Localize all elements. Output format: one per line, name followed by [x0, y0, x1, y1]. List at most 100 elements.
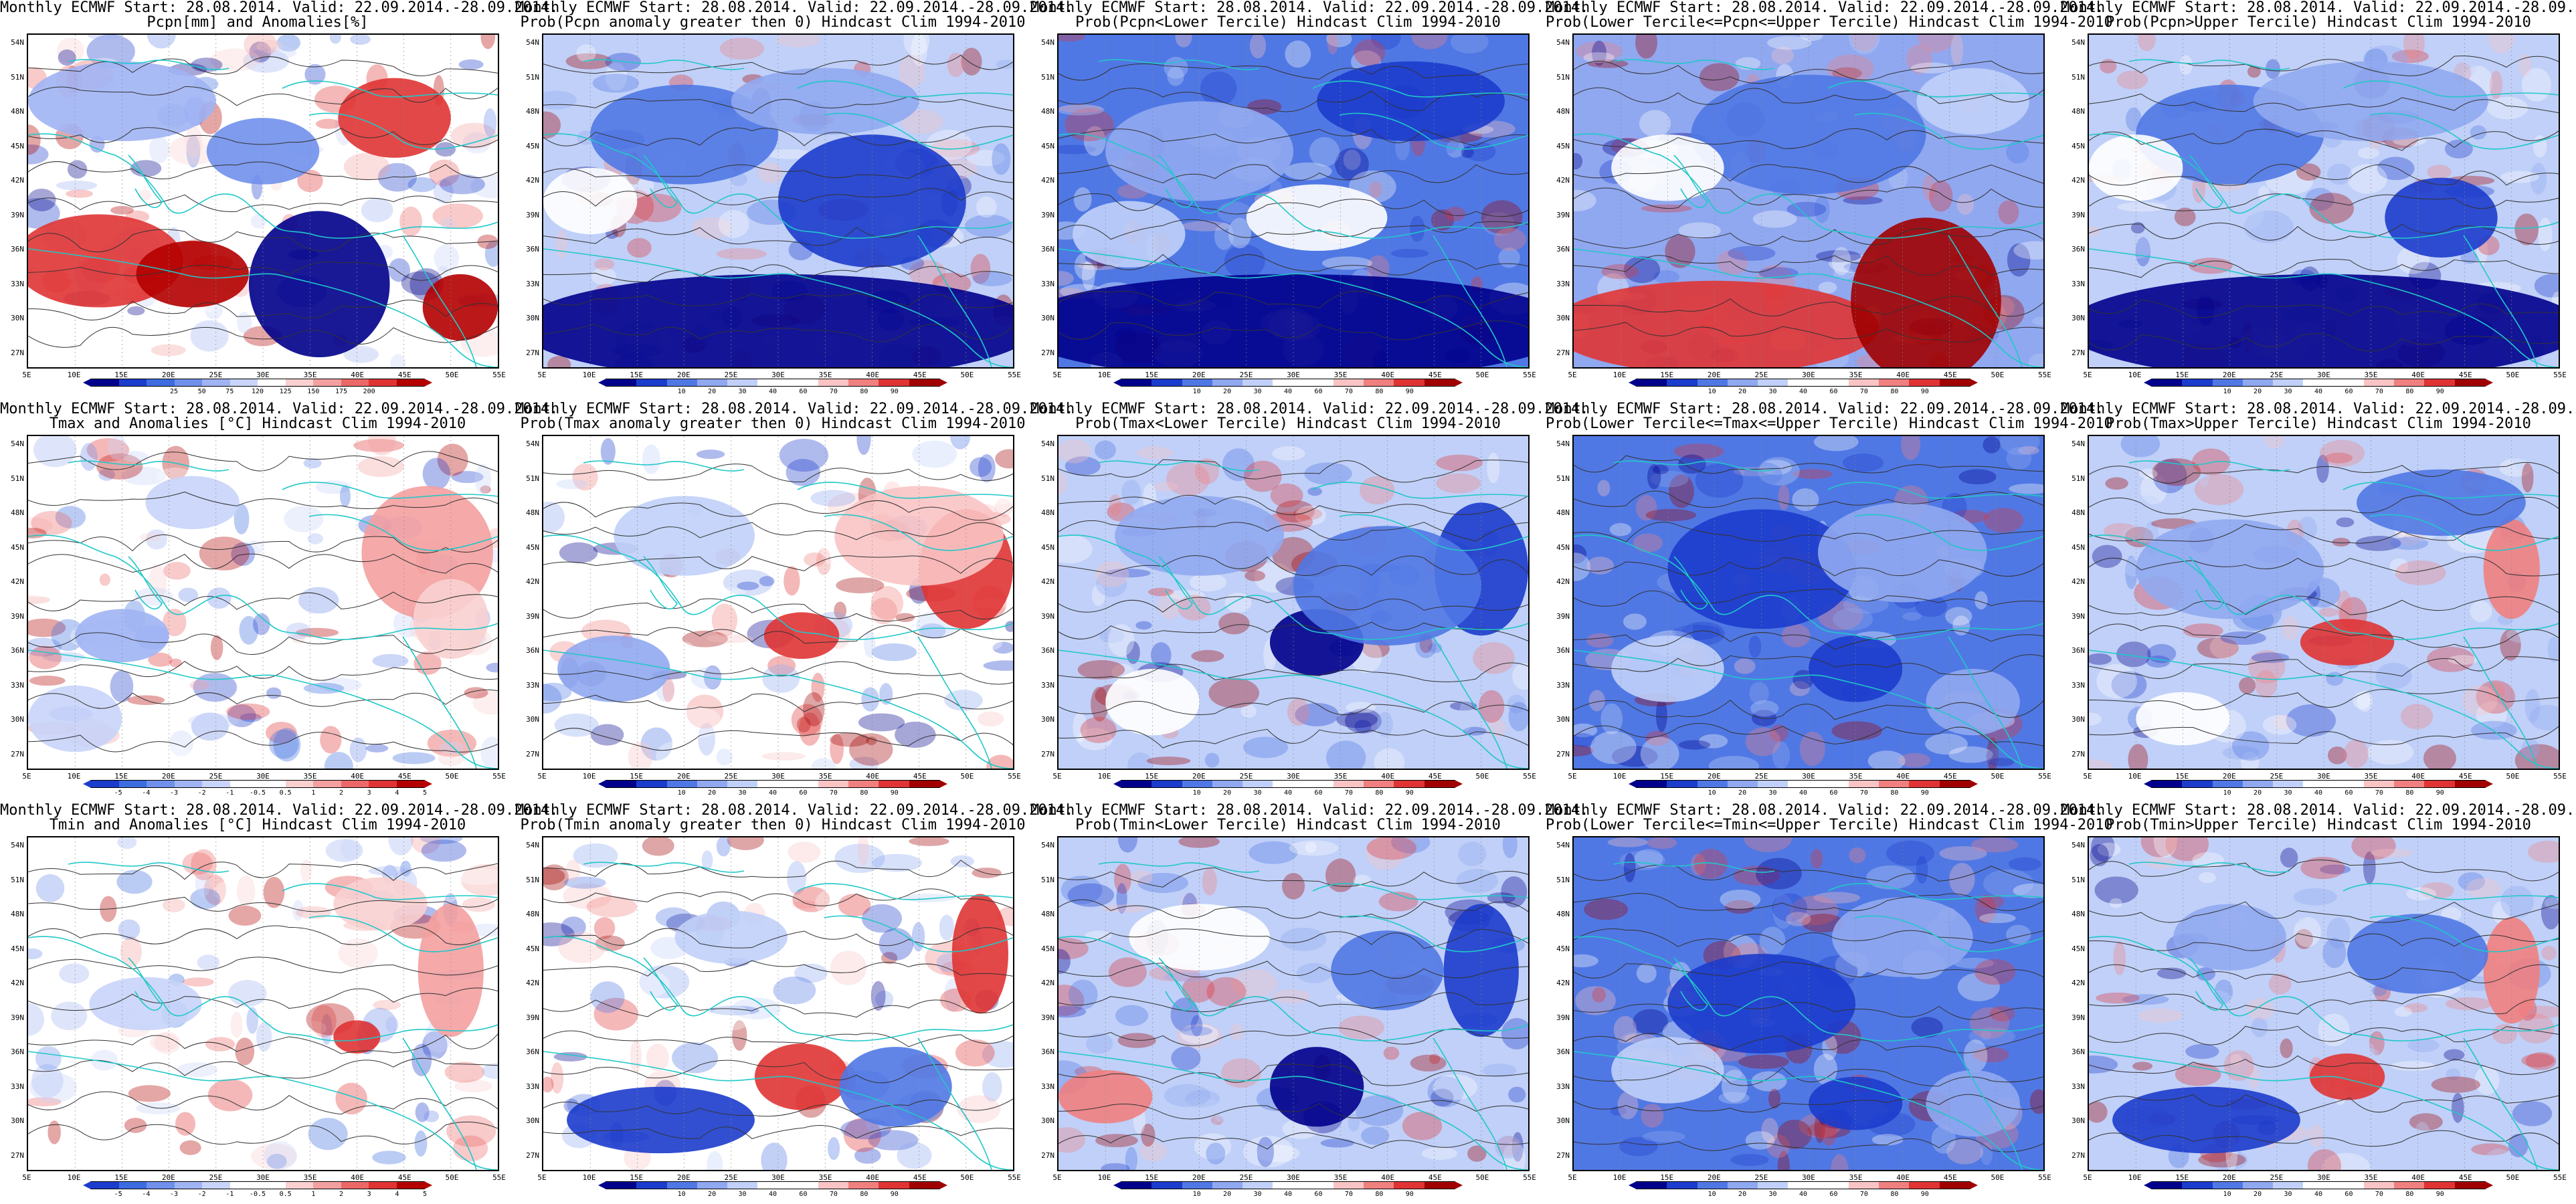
field-patch [1080, 716, 1117, 744]
field-patch [1948, 746, 1993, 763]
field-region [333, 877, 428, 931]
field-patch [1245, 570, 1266, 581]
field-patch [162, 898, 185, 912]
map-panel: Monthly ECMWF Start: 28.08.2014. Valid: … [515, 0, 1073, 401]
colorbar-swatch [1212, 781, 1243, 787]
field-patch [253, 613, 270, 635]
colorbar-tick-label: 60 [1314, 1191, 1323, 1198]
latitude-label: 27N [1041, 1150, 1054, 1160]
field-patch [1249, 35, 1267, 59]
colorbar-tick-label: 70 [1344, 789, 1353, 797]
colorbar-swatch [2152, 781, 2183, 787]
colorbar-tick-label: 20 [1223, 789, 1232, 797]
field-patch [1410, 215, 1425, 242]
field-patch [2336, 590, 2352, 624]
colorbar-tick-label: 60 [799, 1191, 808, 1198]
colorbar [2144, 780, 2493, 788]
field-patch [2471, 720, 2517, 740]
field-patch [1065, 456, 1101, 476]
colorbar-swatch [1424, 1182, 1455, 1189]
field-region [1611, 635, 1724, 702]
colorbar-tick-label: 10 [1708, 388, 1716, 395]
colorbar-swatch [666, 1182, 697, 1189]
field-patch [1678, 222, 1721, 239]
coastline [1948, 636, 2023, 769]
panel-subtitle: Prob(Tmin>Upper Tercile) Hindcast Clim 1… [2106, 817, 2531, 833]
latitude-label: 51N [11, 72, 24, 82]
field-patch [340, 837, 361, 860]
field-patch [1753, 668, 1791, 696]
colorbar-tick-label: 20 [1223, 1191, 1232, 1198]
contour-line [2089, 495, 2559, 517]
coastline [1098, 59, 1260, 70]
field-patch [256, 1022, 272, 1052]
field-patch [2514, 744, 2559, 769]
colorbar-max-arrow [424, 1181, 432, 1189]
field-patch [2006, 447, 2032, 470]
colorbar-swatch [879, 781, 909, 787]
field-patch [1410, 1054, 1447, 1072]
colorbar-tick-label: 10 [1192, 789, 1201, 797]
field-patch [716, 247, 767, 260]
colorbar-tick-label: 70 [1859, 789, 1868, 797]
colorbar-tick-label: 80 [1890, 388, 1899, 395]
coastline [68, 59, 229, 70]
field-patch [1745, 1130, 1775, 1150]
field-patch [1206, 1142, 1226, 1165]
colorbar-tick-label: 70 [1344, 388, 1353, 395]
field-patch [1173, 858, 1198, 870]
colorbar-tick-label: 70 [1859, 1191, 1868, 1198]
field-patch [2474, 1066, 2500, 1095]
contour-line [1059, 320, 1528, 340]
coastline [1613, 460, 1775, 472]
colorbar-swatch [1818, 781, 1849, 787]
colorbar-swatch [202, 781, 230, 787]
field-patch [1360, 476, 1395, 505]
field-patch [1693, 849, 1728, 879]
field-patch [1449, 701, 1477, 711]
field-region [2253, 61, 2488, 142]
colorbar-swatch [636, 379, 667, 386]
colorbar-tick-label: 40 [1283, 388, 1293, 395]
longitude-label: 55E [2038, 1173, 2051, 1182]
contour-line [28, 262, 498, 281]
field-patch [390, 354, 406, 367]
longitude-label: 20E [161, 371, 175, 379]
longitude-label: 50E [1475, 772, 1489, 781]
field-patch [2500, 171, 2539, 183]
field-region [2385, 177, 2498, 258]
field-patch [1487, 452, 1500, 484]
latitude-label: 48N [1556, 107, 1570, 116]
longitude-label: 40E [2411, 772, 2425, 781]
colorbar-min-arrow [1629, 780, 1637, 788]
latitude-label: 39N [1556, 611, 1570, 621]
latitude-label: 36N [2072, 245, 2085, 254]
field-patch [1220, 658, 1269, 672]
colorbar-swatch [1394, 1182, 1424, 1189]
latitude-label: 36N [526, 245, 539, 254]
longitude-label: 10E [67, 371, 81, 379]
latitude-label: 39N [2072, 210, 2085, 219]
field-patch [1508, 1086, 1526, 1103]
colorbar-tick-label: -5 [114, 789, 122, 797]
colorbar-swatch [727, 781, 758, 787]
field-patch [2466, 878, 2501, 899]
field-patch [2028, 353, 2043, 367]
field-patch [2508, 1133, 2528, 1158]
field-patch [1611, 746, 1658, 767]
contour-line [1574, 128, 2043, 149]
contour-line [1059, 164, 1528, 184]
coastline [1854, 112, 2043, 150]
colorbar-swatch [788, 379, 818, 386]
field-patch [1730, 35, 1769, 43]
contour-line [2089, 193, 2559, 211]
map-area [1057, 435, 1530, 770]
field-patch [1059, 35, 1085, 41]
colorbar-swatch [202, 1182, 230, 1189]
field-patch [707, 634, 753, 643]
field-patch [870, 586, 904, 620]
field-patch [484, 240, 498, 267]
field-patch [2239, 677, 2256, 694]
colorbar-swatch [2363, 1182, 2395, 1189]
field-patch [1574, 553, 1591, 581]
